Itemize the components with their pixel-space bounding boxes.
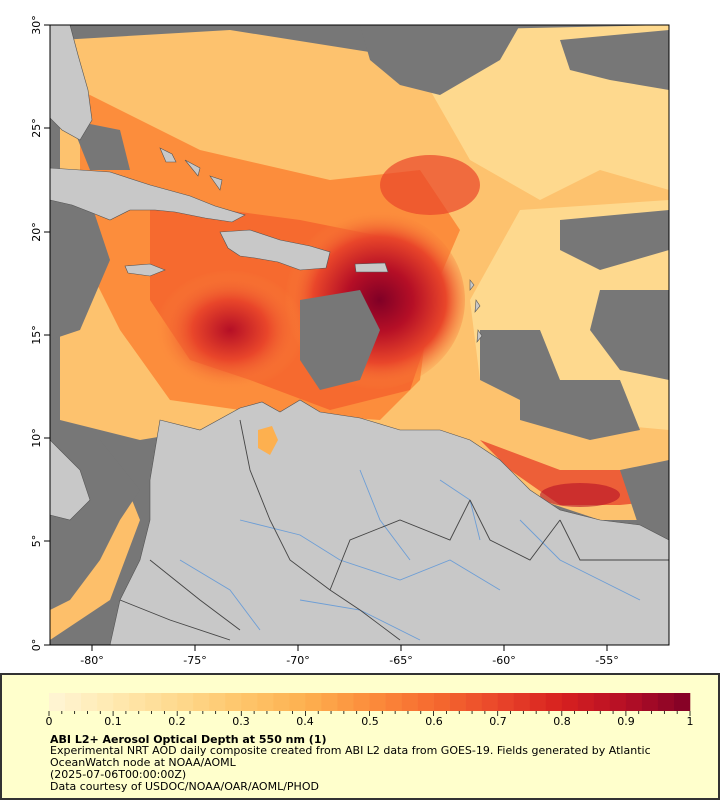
lon-label-80: -80°: [80, 654, 103, 667]
colorbar-ticks: [48, 711, 691, 716]
legend-credit: Data courtesy of USDOC/NOAA/OAR/AOML/PHO…: [50, 780, 319, 793]
lat-label-30: 30°: [30, 15, 43, 35]
colorbar-cell: [209, 693, 226, 711]
lesser-antilles: [469, 279, 483, 343]
colorbar-cell: [561, 693, 579, 711]
colorbar-label-0.8: 0.8: [553, 715, 571, 728]
colorbar-label-0.4: 0.4: [296, 715, 314, 728]
colorbar-cell: [113, 693, 130, 711]
colorbar-label-0.6: 0.6: [425, 715, 443, 728]
legend-description-line1: Experimental NRT AOD daily composite cre…: [50, 744, 651, 757]
colorbar-cell: [529, 693, 547, 711]
lat-label-0: 0°: [30, 639, 43, 652]
colorbar-cell: [481, 693, 498, 711]
lon-label-65: -65°: [389, 654, 412, 667]
aod-map: 30° 25° 20° 15° 10° 5° 0° -80° -75° -70°…: [30, 15, 670, 667]
colorbar-cell: [241, 693, 258, 711]
colorbar-cell: [273, 693, 290, 711]
colorbar-label-0.1: 0.1: [104, 715, 122, 728]
legend-date: (2025-07-06T00:00:00Z): [50, 768, 187, 781]
colorbar-cell: [129, 693, 146, 711]
colorbar-label-0.9: 0.9: [617, 715, 635, 728]
colorbar-cell: [513, 693, 531, 711]
central-america-land: [50, 439, 91, 521]
colorbar-cell: [225, 693, 242, 711]
colorbar-label-0.7: 0.7: [489, 715, 507, 728]
colorbar-cell: [673, 693, 691, 711]
colorbar-cell: [449, 693, 466, 711]
lon-label-60: -60°: [492, 654, 515, 667]
colorbar-cell: [465, 693, 482, 711]
colorbar-label-0: 0: [45, 715, 53, 728]
colorbar-cell: [161, 693, 178, 711]
colorbar-cell: [321, 693, 338, 711]
no-data-gaps: [50, 25, 669, 610]
legend-description-line2: OceanWatch node at NOAA/AOML: [50, 756, 236, 769]
colorbar-cell: [577, 693, 595, 711]
colorbar-cell: [609, 693, 627, 711]
lat-label-10: 10°: [30, 428, 43, 448]
maracaibo-lake: [258, 426, 278, 455]
caribbean-islands: [50, 25, 483, 343]
cuba-island: [50, 167, 246, 223]
country-borders: [119, 419, 669, 641]
colorbar-cell: [337, 693, 354, 711]
colorbar-cell: [65, 693, 82, 711]
colorbar-cell: [497, 693, 515, 711]
colorbar-cell: [49, 693, 66, 711]
colorbar-cell: [657, 693, 675, 711]
colorbar-label-0.3: 0.3: [232, 715, 250, 728]
jamaica-island: [124, 263, 166, 277]
puerto-rico-island: [354, 262, 389, 273]
south-america-land: [109, 399, 669, 645]
lat-label-20: 20°: [30, 222, 43, 242]
colorbar-cell: [145, 693, 162, 711]
legend-title: ABI L2+ Aerosol Optical Depth at 550 nm …: [50, 733, 327, 746]
colorbar-cell: [289, 693, 306, 711]
colorbar-cell: [625, 693, 643, 711]
hispaniola-island: [219, 229, 331, 271]
colorbar-cell: [385, 693, 402, 711]
colorbar-cell: [433, 693, 450, 711]
colorbar-cell: [641, 693, 659, 711]
colorbar: [48, 693, 691, 716]
florida: [50, 25, 93, 141]
colorbar-cell: [177, 693, 194, 711]
colorbar-cell: [353, 693, 370, 711]
colorbar-cell: [97, 693, 114, 711]
colorbar-label-1: 1: [686, 715, 694, 728]
lat-label-5: 5°: [30, 535, 43, 548]
colorbar-cell: [401, 693, 418, 711]
colorbar-cell: [305, 693, 322, 711]
colorbar-cells: [49, 693, 691, 711]
lon-ticks: [91, 645, 608, 651]
colorbar-label-0.2: 0.2: [168, 715, 186, 728]
colorbar-cell: [417, 693, 434, 711]
lat-label-25: 25°: [30, 118, 43, 138]
bahamas: [159, 147, 223, 191]
lat-ticks: [44, 24, 50, 646]
lon-label-55: -55°: [595, 654, 618, 667]
colorbar-cell: [257, 693, 274, 711]
lon-label-70: -70°: [286, 654, 309, 667]
lon-label-75: -75°: [183, 654, 206, 667]
rivers: [179, 469, 641, 641]
colorbar-label-0.5: 0.5: [361, 715, 379, 728]
colorbar-cell: [545, 693, 563, 711]
colorbar-cell: [593, 693, 611, 711]
colorbar-cell: [81, 693, 98, 711]
colorbar-cell: [193, 693, 210, 711]
colorbar-cell: [369, 693, 386, 711]
legend-panel: 0 0.1 0.2 0.3 0.4 0.5 0.6 0.7 0.8 0.9 1 …: [0, 673, 720, 800]
lat-label-15: 15°: [30, 325, 43, 345]
